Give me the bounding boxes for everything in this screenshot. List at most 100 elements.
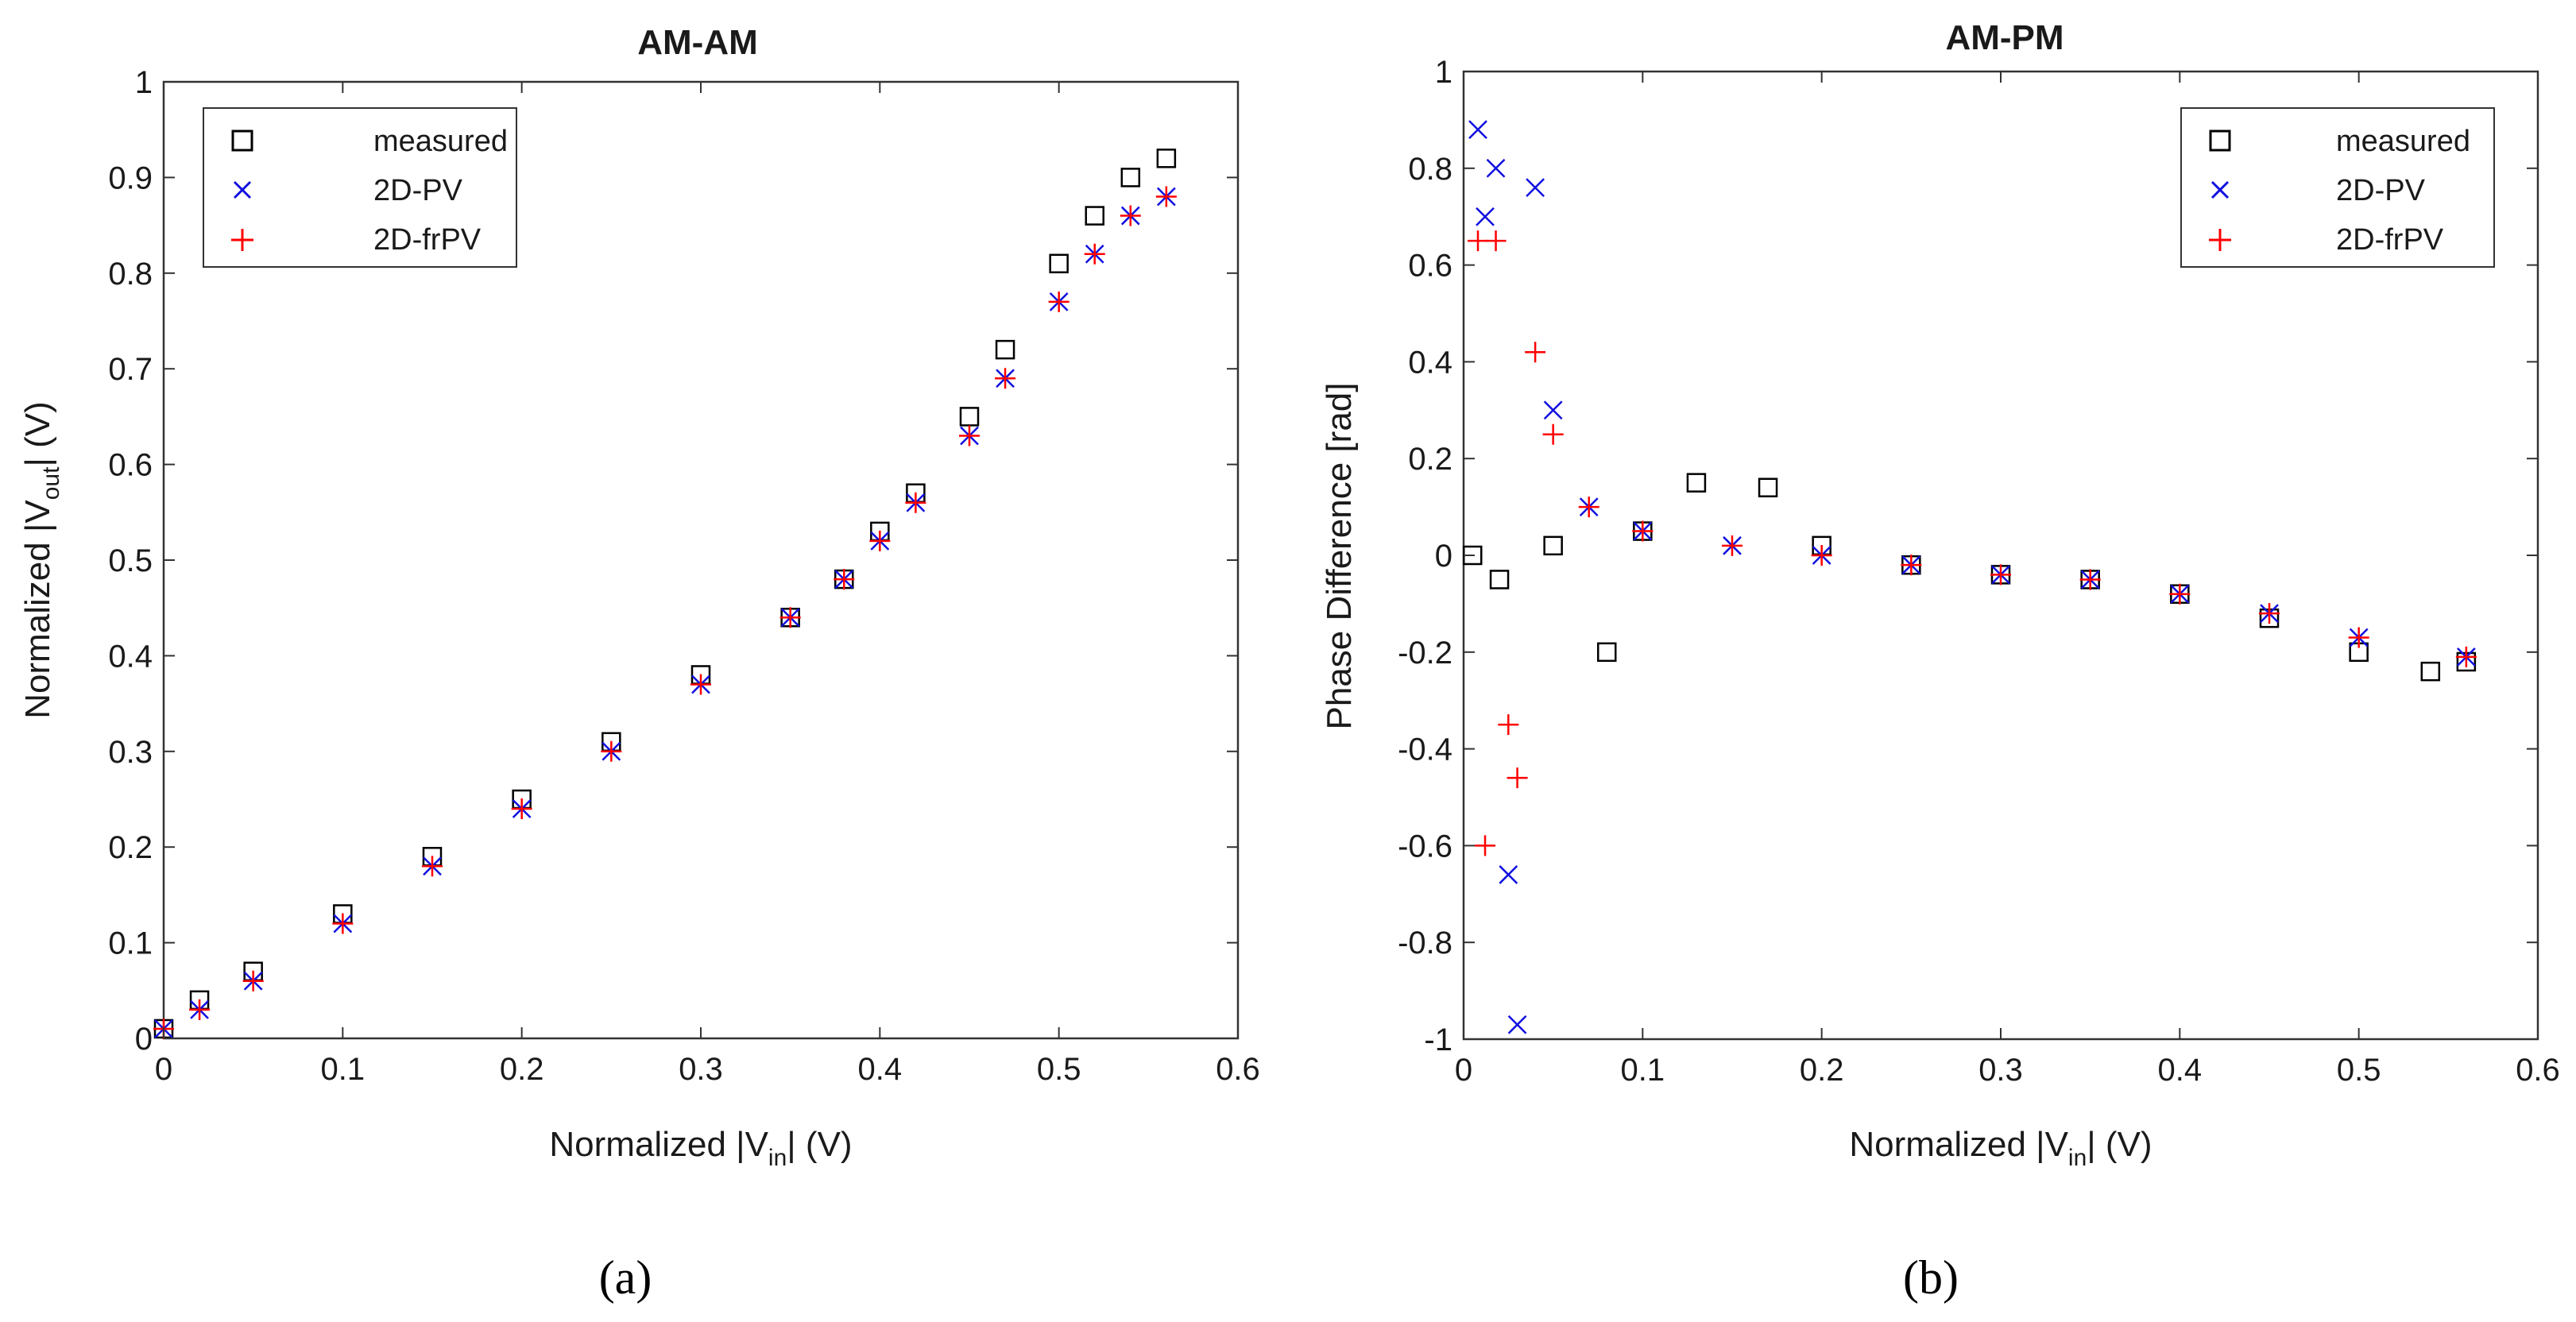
data-point-2d-frpv: [1120, 205, 1141, 226]
x-tick-label: 0.5: [2337, 1053, 2381, 1088]
y-tick-label: 0.8: [108, 257, 153, 292]
x-axis-label: Normalized |Vin| (V): [1849, 1125, 2152, 1171]
x-axis-label: Normalized |Vin| (V): [549, 1125, 852, 1171]
legend-frpv-label: 2D-frPV: [2336, 223, 2444, 257]
data-point-2d-frpv: [2455, 646, 2477, 667]
data-point-measured: [1489, 570, 1510, 589]
legend-measured-label: measured: [373, 125, 508, 158]
data-point-measured: [2420, 661, 2441, 682]
data-point-2d-pv: [1486, 158, 1506, 178]
legend: measured 2D-PV 2D-frPV: [2180, 107, 2495, 268]
data-point-2d-pv: [1476, 207, 1495, 226]
chart-title: AM-AM: [637, 23, 758, 62]
legend-frpv-marker: [2209, 229, 2231, 251]
y-tick-label: 0: [1435, 539, 1452, 574]
data-point-2d-frpv: [1632, 520, 1654, 542]
data-point-2d-frpv: [332, 913, 354, 934]
x-ticks: 0 0.1 0.2 0.3 0.4 0.5 0.6: [1455, 72, 2560, 1088]
data-point-2d-frpv: [959, 425, 980, 446]
data-point-2d-frpv: [690, 674, 711, 695]
legend-measured-label: measured: [2336, 125, 2470, 158]
x-tick-label: 0.4: [2158, 1053, 2203, 1088]
data-point-2d-frpv: [242, 970, 264, 992]
data-point-2d-frpv: [2348, 627, 2369, 648]
legend-pv-marker: [233, 180, 252, 199]
x-tick-label: 0: [155, 1052, 172, 1087]
x-tick-label: 0.1: [321, 1052, 366, 1087]
scatter-points: [153, 149, 1177, 1039]
x-tick-label: 0.2: [500, 1052, 544, 1087]
x-tick-label: 0.6: [1216, 1052, 1260, 1087]
data-point-2d-frpv: [1507, 767, 1528, 789]
data-point-2d-frpv: [2259, 603, 2280, 624]
data-point-2d-pv: [1507, 1015, 1527, 1034]
data-point-2d-frpv: [189, 999, 211, 1020]
y-tick-label: 0.4: [1408, 345, 1452, 380]
x-ticks: 0 0.1 0.2 0.3 0.4 0.5 0.6: [155, 82, 1260, 1087]
legend-pv-label: 2D-PV: [2336, 174, 2426, 207]
legend-pv-marker: [2210, 180, 2230, 199]
y-tick-label: 0.2: [108, 830, 153, 865]
legend-measured-marker: [231, 129, 253, 152]
data-point-2d-frpv: [869, 530, 891, 551]
data-point-2d-frpv: [779, 607, 801, 628]
y-tick-label: 1: [135, 65, 153, 100]
data-point-2d-pv: [1526, 178, 1545, 198]
data-point-measured: [1120, 168, 1141, 187]
y-tick-label: 0.3: [108, 735, 153, 770]
y-tick-label: 0.6: [108, 448, 153, 483]
y-tick-label: 0.2: [1408, 442, 1452, 477]
y-tick-label: 0.4: [108, 639, 153, 674]
y-tick-label: 0.9: [108, 160, 153, 195]
data-point-measured: [1085, 206, 1104, 226]
data-point-measured: [959, 407, 980, 427]
y-axis-label: Normalized |Vout| (V): [18, 401, 64, 719]
data-point-2d-frpv: [1468, 230, 1489, 252]
data-point-2d-frpv: [1722, 535, 1742, 556]
legend: measured 2D-PV 2D-frPV: [203, 107, 517, 268]
data-point-2d-frpv: [1990, 564, 2011, 586]
am-pm-chart: AM-PM 0 0.1 0.2 0.3 0.4 0.5 0.6 -1 -0.8 -0.6 -0.4…: [1320, 18, 2560, 1304]
data-point-measured: [1686, 473, 1707, 493]
data-point-2d-pv: [1468, 120, 1487, 139]
data-point-2d-frpv: [834, 569, 855, 590]
data-point-measured: [1597, 642, 1617, 663]
y-tick-label: 1: [1435, 55, 1452, 90]
data-point-2d-frpv: [1578, 497, 1599, 518]
y-tick-label: 0.6: [1408, 249, 1452, 284]
panel-label: (a): [599, 1251, 652, 1304]
y-ticks: -1 -0.8 -0.6 -0.4 -0.2 0 0.2 0.4 0.6 0.8 1: [1398, 55, 2538, 1057]
data-point-2d-frpv: [422, 856, 443, 877]
data-point-2d-frpv: [905, 492, 926, 513]
data-point-2d-frpv: [1498, 714, 1519, 736]
legend-pv-label: 2D-PV: [373, 174, 463, 207]
x-tick-label: 0.2: [1800, 1053, 1844, 1088]
data-point-2d-pv: [1543, 400, 1563, 420]
y-tick-label: 0: [135, 1022, 153, 1057]
x-tick-label: 0.5: [1037, 1052, 1081, 1087]
legend-measured-marker: [2209, 129, 2231, 152]
data-point-2d-frpv: [1901, 555, 1922, 576]
y-tick-label: -0.2: [1398, 636, 1452, 671]
data-point-2d-frpv: [1811, 545, 1832, 566]
y-tick-label: -0.8: [1398, 926, 1452, 961]
data-point-measured: [1758, 477, 1778, 497]
data-point-measured: [1049, 253, 1069, 274]
data-point-2d-frpv: [1475, 835, 1496, 856]
data-point-2d-frpv: [1485, 230, 1507, 252]
y-axis-label: Phase Difference [rad]: [1320, 383, 1359, 730]
data-point-2d-frpv: [2079, 569, 2101, 590]
data-point-2d-frpv: [601, 740, 622, 762]
data-point-2d-frpv: [511, 798, 532, 820]
panel-label: (b): [1903, 1251, 1959, 1304]
y-tick-label: 0.7: [108, 352, 153, 387]
y-tick-label: -0.6: [1398, 829, 1452, 864]
data-point-2d-frpv: [1525, 342, 1546, 363]
legend-frpv-label: 2D-frPV: [373, 223, 482, 257]
x-tick-label: 0.4: [858, 1052, 903, 1087]
y-tick-label: -1: [1424, 1022, 1452, 1057]
x-tick-label: 0.3: [679, 1052, 723, 1087]
chart-title: AM-PM: [1945, 18, 2064, 57]
scatter-points: [1463, 120, 2477, 1034]
